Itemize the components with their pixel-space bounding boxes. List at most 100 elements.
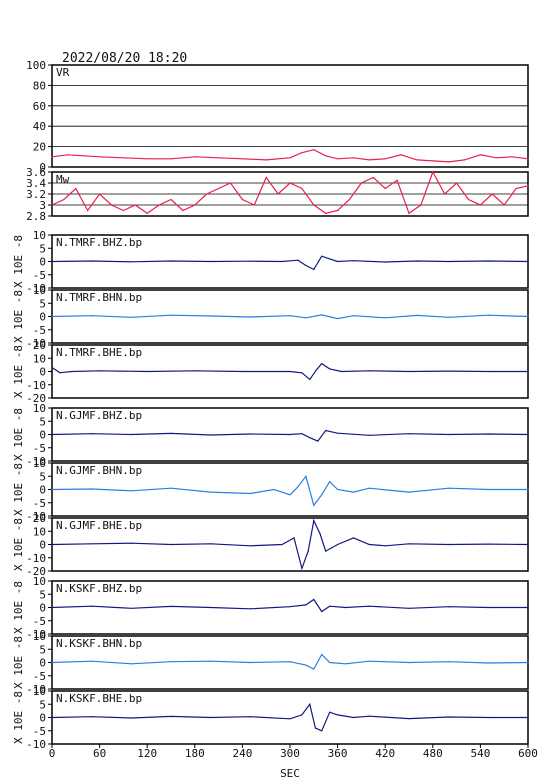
panel-label: Mw	[56, 173, 70, 186]
y-tick-label: -5	[33, 442, 46, 455]
data-point	[321, 610, 323, 613]
data-point	[305, 475, 307, 477]
data-point	[51, 543, 53, 546]
y-tick-label: -10	[26, 282, 46, 295]
data-point	[317, 440, 319, 442]
data-point	[313, 149, 315, 151]
data-point	[91, 488, 93, 490]
y-tick-label: 10	[33, 229, 46, 242]
data-point	[337, 543, 339, 546]
data-point	[265, 176, 267, 179]
y-tick-label: -10	[26, 683, 46, 696]
data-point	[325, 429, 327, 432]
data-point	[448, 433, 450, 436]
data-point	[527, 661, 529, 664]
data-point	[277, 193, 279, 195]
data-point	[337, 714, 339, 716]
data-point	[91, 716, 93, 718]
data-point	[416, 159, 418, 161]
data-point	[289, 718, 291, 720]
data-point	[400, 154, 402, 156]
data-point	[51, 716, 53, 719]
data-point	[122, 209, 124, 212]
panels: 020406080100VR2.833.23.43.6Mw-10-50510N.…	[12, 59, 529, 751]
panel-label: N.KSKF.BHE.bp	[56, 692, 142, 705]
data-point	[360, 182, 362, 184]
data-point	[527, 433, 529, 436]
y-tick-label: 0	[39, 311, 46, 324]
data-point	[210, 260, 212, 263]
y-tick-label: 0	[39, 539, 46, 552]
y-axis-unit-label: X 10E -8	[12, 235, 25, 288]
x-tick-label: 300	[280, 747, 300, 760]
data-point	[487, 260, 489, 262]
data-point	[51, 606, 53, 609]
data-point	[218, 187, 220, 190]
series-line	[51, 149, 529, 163]
y-axis-unit-label: X 10E -8	[12, 518, 25, 571]
data-point	[249, 608, 251, 610]
data-point	[344, 606, 347, 609]
data-point	[99, 370, 101, 372]
x-tick-label: 540	[470, 747, 490, 760]
data-point	[305, 264, 307, 267]
data-point	[91, 433, 93, 435]
data-point	[51, 156, 53, 158]
data-point	[432, 171, 434, 173]
data-point	[305, 604, 307, 606]
panel-frame	[51, 64, 529, 168]
data-point	[467, 198, 470, 201]
data-point	[352, 260, 355, 262]
data-point	[384, 158, 386, 160]
data-point	[487, 314, 489, 316]
y-tick-label: 5	[39, 588, 46, 601]
data-point	[487, 543, 489, 545]
data-point	[527, 370, 529, 373]
y-tick-label: 10	[33, 685, 46, 698]
y-tick-label: -5	[33, 670, 46, 683]
data-point	[83, 155, 85, 157]
data-point	[249, 661, 251, 664]
data-point	[130, 490, 132, 492]
data-point	[416, 314, 418, 317]
data-point	[301, 714, 303, 716]
y-axis-unit-label: X 10E -8	[12, 408, 25, 461]
data-point	[321, 362, 323, 365]
y-tick-label: 10	[33, 402, 46, 415]
data-point	[194, 204, 196, 206]
data-point	[130, 717, 132, 719]
data-point	[297, 486, 299, 488]
data-point	[51, 366, 53, 369]
y-tick-label: 0	[39, 366, 46, 379]
y-tick-label: 20	[33, 339, 46, 352]
data-point	[511, 156, 513, 158]
data-point	[301, 152, 303, 154]
y-tick-label: 0	[39, 161, 46, 174]
data-point	[289, 370, 291, 373]
data-point	[289, 661, 291, 663]
y-axis-unit-label: X 10E -8	[12, 290, 25, 343]
y-tick-label: 0	[39, 256, 46, 269]
data-point	[313, 268, 315, 271]
y-tick-label: 3	[39, 199, 46, 212]
data-point	[289, 606, 291, 608]
data-point	[408, 370, 410, 373]
data-point	[479, 154, 481, 156]
y-tick-label: 10	[33, 630, 46, 643]
data-point	[432, 160, 434, 162]
data-point	[352, 491, 355, 493]
data-point	[170, 314, 172, 316]
y-tick-label: 20	[33, 141, 46, 154]
data-point	[170, 715, 172, 718]
data-point	[420, 204, 422, 206]
y-tick-label: 2.8	[26, 210, 46, 223]
data-point	[59, 372, 61, 374]
data-point	[206, 193, 208, 195]
data-point	[289, 494, 291, 496]
data-point	[527, 185, 529, 187]
panel-label: N.TMRF.BHZ.bp	[56, 236, 142, 249]
panel-label: VR	[56, 66, 70, 79]
